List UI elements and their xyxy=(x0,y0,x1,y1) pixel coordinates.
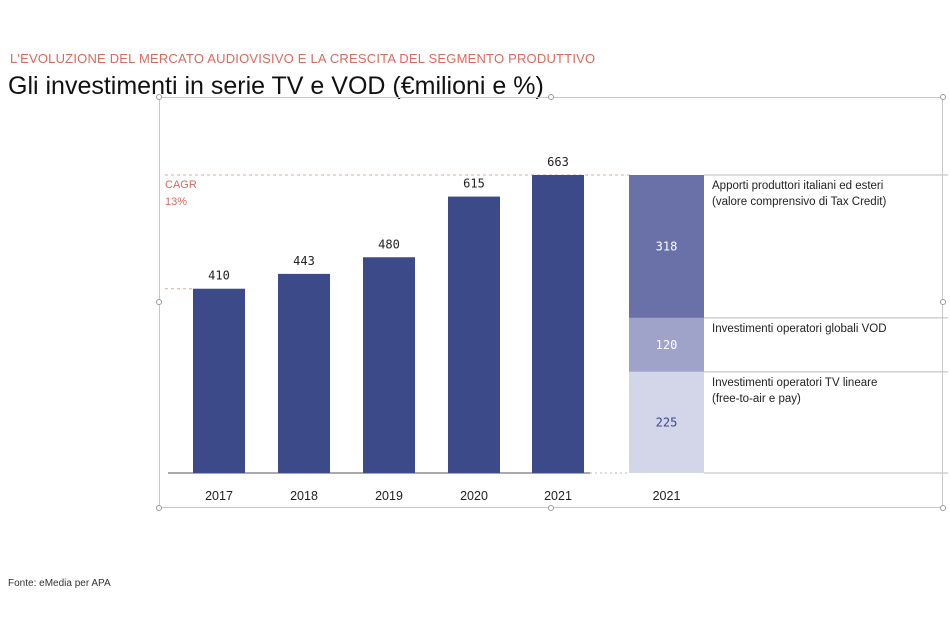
chart-title: Gli investimenti in serie TV e VOD (€mil… xyxy=(8,72,544,100)
segment-value-label: 225 xyxy=(656,415,678,429)
bar-2021 xyxy=(532,175,584,473)
segment-legend-text: Investimenti operatori TV lineare xyxy=(712,377,877,389)
segment-legend-text: Investimenti operatori globali VOD xyxy=(712,323,887,335)
segment-legend-text: Apporti produttori italiani ed esteri xyxy=(712,180,883,192)
x-tick-label: 2019 xyxy=(375,489,403,503)
chart-subtitle: L'EVOLUZIONE DEL MERCATO AUDIOVISIVO E L… xyxy=(10,51,596,66)
stack-segment-1 xyxy=(629,175,704,318)
x-tick-label: 2021 xyxy=(544,489,572,503)
resize-handle-bottom-center[interactable] xyxy=(548,505,554,511)
stack-segment-3 xyxy=(629,371,704,473)
cagr-label: CAGR xyxy=(165,179,197,191)
bar-2017 xyxy=(193,288,245,473)
stack-segment-2 xyxy=(629,317,704,372)
resize-handle-top-right[interactable] xyxy=(940,94,946,100)
cagr-value: 13% xyxy=(165,196,187,208)
x-tick-label: 2020 xyxy=(460,489,488,503)
bar-value-label: 410 xyxy=(208,269,230,283)
resize-handle-top-left[interactable] xyxy=(156,94,162,100)
source-note: Fonte: eMedia per APA xyxy=(8,578,111,589)
bar-value-label: 615 xyxy=(463,177,485,191)
bar-2020 xyxy=(448,196,500,474)
resize-handle-bottom-right[interactable] xyxy=(940,505,946,511)
segment-legend-text: (free-to-air e pay) xyxy=(712,393,801,405)
x-tick-label: 2018 xyxy=(290,489,318,503)
segment-legend-text: (valore comprensivo di Tax Credit) xyxy=(712,196,886,208)
bar-value-label: 480 xyxy=(378,237,400,251)
resize-handle-top-center[interactable] xyxy=(548,94,554,100)
bar-2018 xyxy=(278,273,330,473)
resize-handle-mid-right[interactable] xyxy=(940,299,946,305)
x-tick-label: 2017 xyxy=(205,489,233,503)
bar-value-label: 443 xyxy=(293,254,315,268)
resize-handle-mid-left[interactable] xyxy=(156,299,162,305)
bar-value-label: 663 xyxy=(547,155,569,169)
resize-handle-bottom-left[interactable] xyxy=(156,505,162,511)
segment-value-label: 120 xyxy=(656,338,678,352)
segment-value-label: 318 xyxy=(656,239,678,253)
bar-2019 xyxy=(363,257,415,473)
x-tick-label-breakdown: 2021 xyxy=(653,489,681,503)
